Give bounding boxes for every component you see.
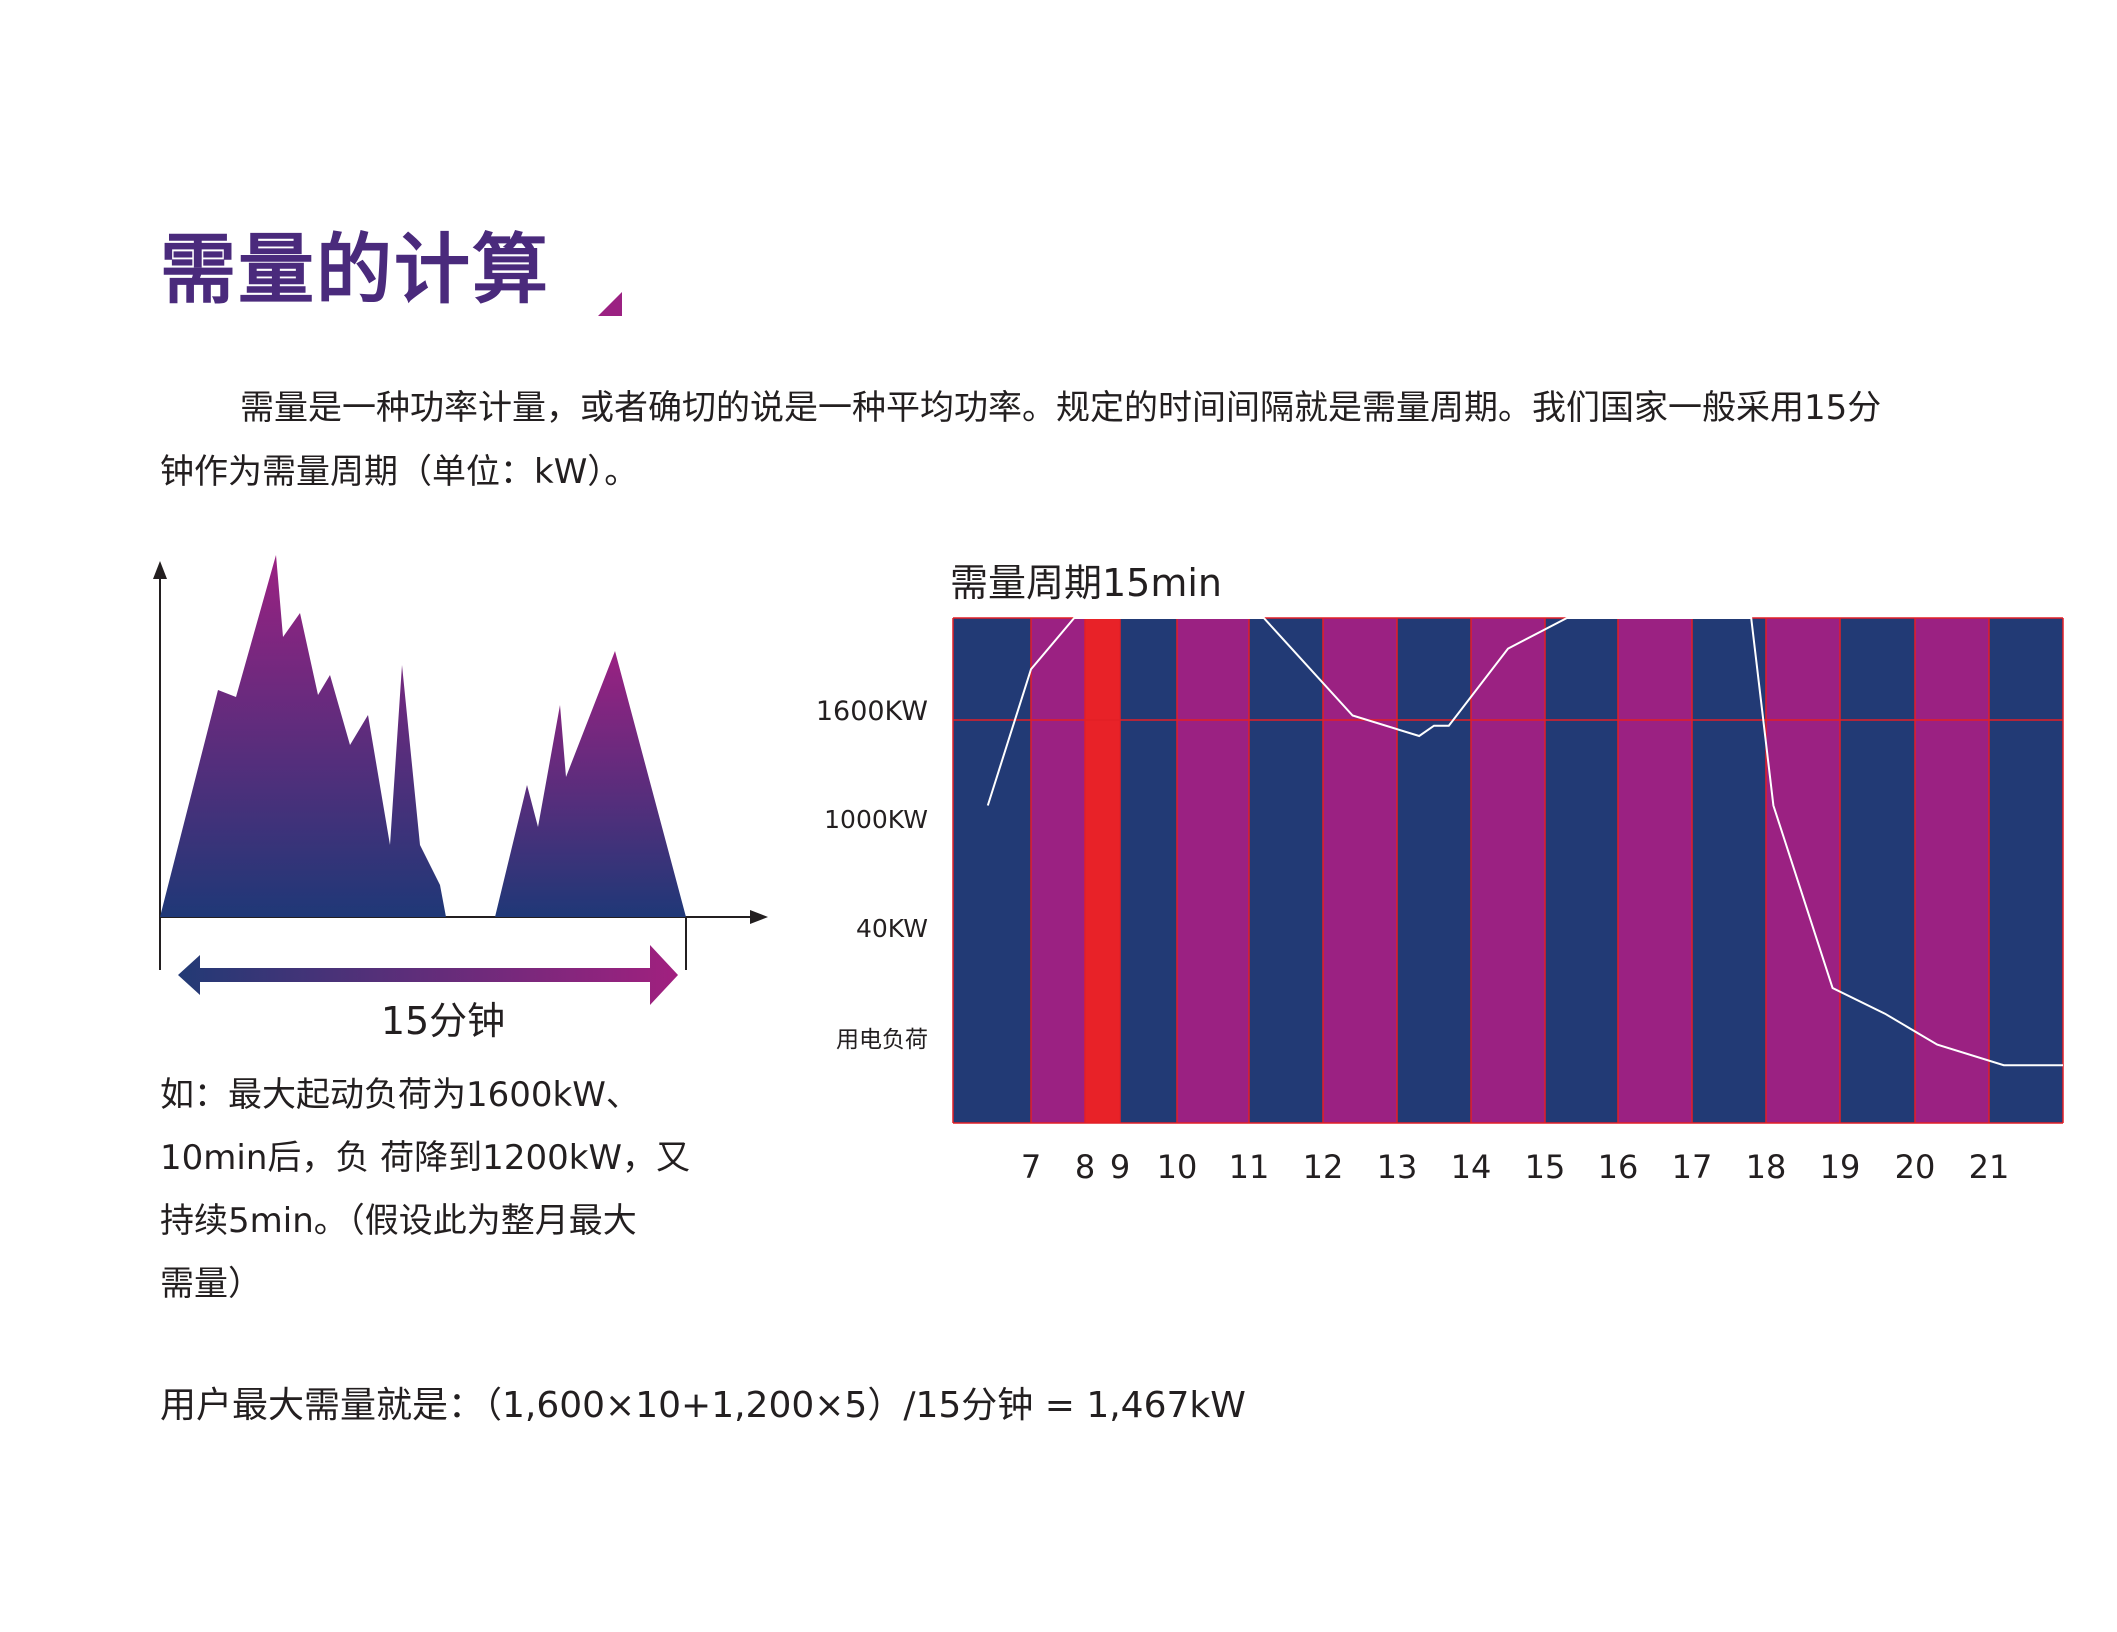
period-arrow xyxy=(178,945,678,1005)
x-tick-label: 10 xyxy=(1157,1148,1198,1186)
load-diagram xyxy=(153,555,768,1005)
period-column xyxy=(1249,618,1323,1123)
x-tick-label: 13 xyxy=(1377,1148,1418,1186)
load-peak-right xyxy=(495,651,686,917)
period-columns xyxy=(953,618,2063,1123)
page-title: 需量的计算 xyxy=(160,225,550,314)
period-column xyxy=(1471,618,1545,1123)
y-axis-arrow xyxy=(153,561,167,579)
period-column xyxy=(1323,618,1397,1123)
period-column xyxy=(1766,618,1840,1123)
x-tick-label: 7 xyxy=(1021,1148,1041,1186)
load-curve xyxy=(986,617,2063,1067)
x-tick-label: 14 xyxy=(1451,1148,1492,1186)
period-column xyxy=(1989,618,2063,1123)
example-text: 如：最大起动负荷为1600kW、 10min后，负 荷降到1200kW，又 持续… xyxy=(160,1064,800,1316)
x-tick-labels: 7 8 9 10 11 12 13 14 15 16 17 18 19 20 21 xyxy=(1021,1148,2010,1186)
x-tick-label: 9 xyxy=(1110,1148,1130,1186)
example-line: 需量） xyxy=(160,1264,262,1304)
x-tick-label: 17 xyxy=(1672,1148,1713,1186)
x-tick-label: 20 xyxy=(1895,1148,1936,1186)
x-axis-arrow xyxy=(750,910,768,924)
x-tick-label: 19 xyxy=(1820,1148,1861,1186)
x-tick-label: 16 xyxy=(1598,1148,1639,1186)
y-tick-label: 1600KW xyxy=(816,696,928,727)
load-peak-left xyxy=(160,555,446,917)
period-column xyxy=(1120,618,1177,1123)
period-column xyxy=(1397,618,1471,1123)
x-tick-label: 12 xyxy=(1303,1148,1344,1186)
example-line: 10min后，负 荷降到1200kW，又 xyxy=(160,1138,691,1178)
x-tick-label: 21 xyxy=(1969,1148,2010,1186)
period-column xyxy=(1031,618,1085,1123)
y-tick-label: 1000KW xyxy=(824,805,928,834)
example-line: 持续5min。（假设此为整月最大 xyxy=(160,1201,637,1241)
formula: 用户最大需量就是：（1,600×10+1,200×5）/15分钟 = 1,467… xyxy=(160,1385,1246,1426)
period-label: 15分钟 xyxy=(380,999,506,1043)
grid-lines xyxy=(952,617,2064,1124)
x-tick-label: 11 xyxy=(1229,1148,1270,1186)
period-column xyxy=(1618,618,1692,1123)
chart-title: 需量周期15min xyxy=(950,561,1223,605)
intro-line-2: 钟作为需量周期（单位：kW）。 xyxy=(160,452,639,492)
period-column xyxy=(1177,618,1249,1123)
period-column xyxy=(1692,618,1766,1123)
period-column xyxy=(1085,618,1120,1123)
x-tick-label: 8 xyxy=(1075,1148,1095,1186)
load-curve-group xyxy=(986,617,2063,1067)
y-tick-label: 用电负荷 xyxy=(836,1027,928,1053)
period-column xyxy=(1915,618,1989,1123)
period-column xyxy=(1545,618,1618,1123)
period-column xyxy=(953,618,1031,1123)
example-line: 如：最大起动负荷为1600kW、 xyxy=(160,1075,640,1115)
period-column xyxy=(1840,618,1915,1123)
intro-line-1: 需量是一种功率计量，或者确切的说是一种平均功率。规定的时间间隔就是需量周期。我们… xyxy=(240,388,1882,428)
y-tick-label: 40KW xyxy=(856,914,928,943)
demand-period-chart: 7 8 9 10 11 12 13 14 15 16 17 18 19 20 21 1600KW 1000KW… xyxy=(816,617,2064,1186)
x-tick-label: 18 xyxy=(1746,1148,1787,1186)
x-tick-label: 15 xyxy=(1525,1148,1566,1186)
title-corner-mark xyxy=(598,292,622,316)
y-tick-labels: 1600KW 1000KW 40KW 用电负荷 xyxy=(816,696,928,1053)
